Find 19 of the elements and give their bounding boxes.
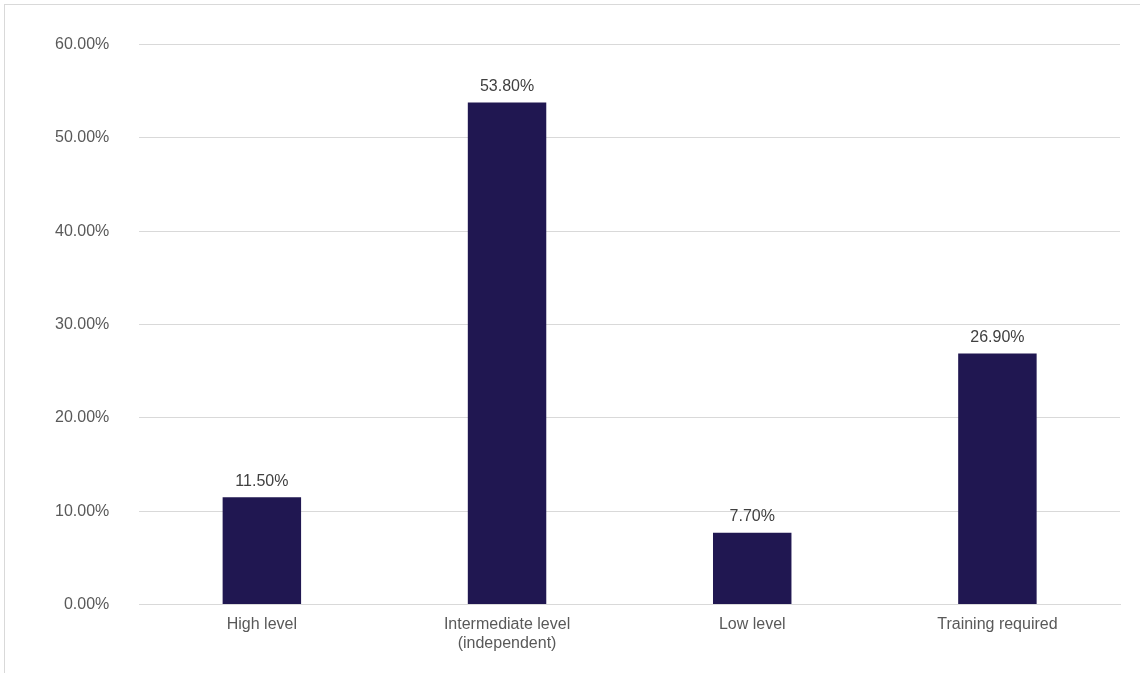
data-label: 26.90% xyxy=(970,327,1025,345)
data-label: 11.50% xyxy=(235,471,289,489)
bar xyxy=(467,102,547,605)
y-tick-label: 40.00% xyxy=(55,221,110,239)
y-tick-label: 60.00% xyxy=(55,35,110,53)
y-tick-label: 0.00% xyxy=(63,595,110,613)
data-label: 53.80% xyxy=(479,76,535,94)
bar xyxy=(958,353,1037,605)
bar xyxy=(713,532,792,605)
y-tick-label: 20.00% xyxy=(55,408,110,426)
y-tick-label: 10.00% xyxy=(55,501,110,519)
y-tick-label: 50.00% xyxy=(55,128,110,146)
x-tick-label: Low level xyxy=(718,614,786,632)
y-tick-label: 30.00% xyxy=(55,315,110,333)
x-tick-label: Training required xyxy=(937,614,1058,632)
bar xyxy=(222,497,302,605)
data-label: 7.70% xyxy=(729,507,775,525)
x-tick-label: High level xyxy=(226,614,297,632)
x-tick-label: Intermediate level (independent) xyxy=(443,614,571,651)
